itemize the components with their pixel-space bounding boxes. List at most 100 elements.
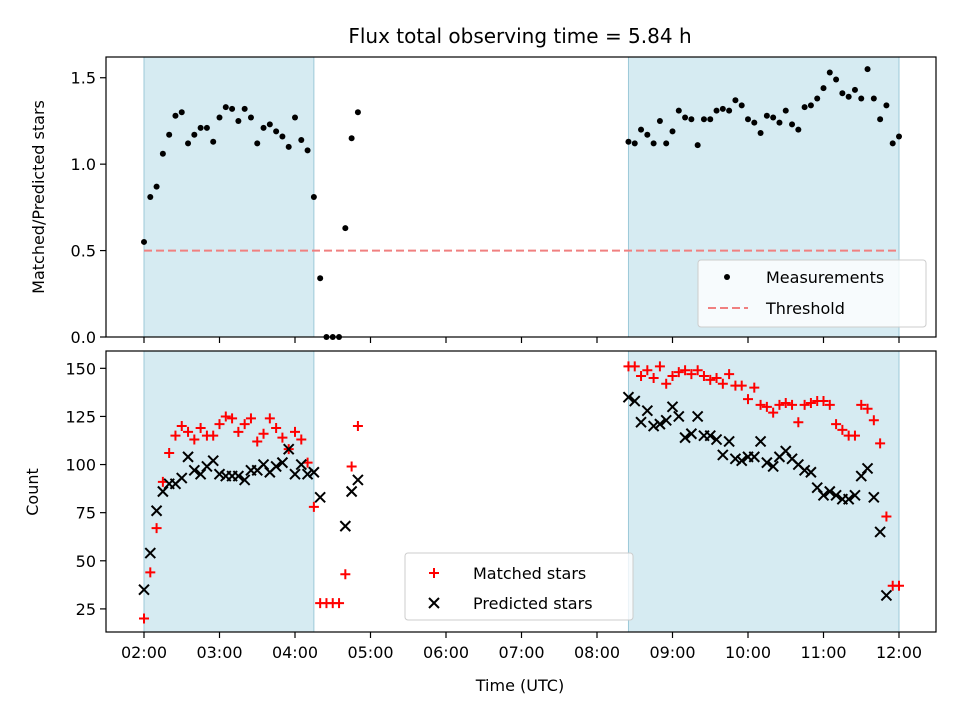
measurement-point [833, 76, 840, 83]
matched-stars-point [170, 430, 181, 441]
matched-stars-point [831, 419, 842, 430]
bottom-y-tick-label: 25 [76, 600, 96, 619]
bottom-shaded-interval-0 [143, 350, 315, 633]
x-tick-label: 04:00 [272, 643, 318, 662]
measurement-point [317, 275, 324, 282]
bottom-y-tick-label: 75 [76, 504, 96, 523]
matched-stars-point [340, 569, 351, 580]
predicted-stars-point [270, 460, 282, 473]
measurement-point [222, 104, 229, 111]
matched-stars-point [787, 399, 798, 410]
measurement-point [757, 130, 764, 137]
top-y-tick-label: 0.5 [71, 242, 96, 261]
measurement-point [260, 124, 267, 131]
measurement-point [883, 102, 890, 109]
predicted-stars-point [635, 416, 647, 428]
predicted-stars-point [761, 456, 773, 469]
predicted-stars-point [339, 520, 352, 532]
measurement-point [669, 128, 676, 135]
x-tick-label: 07:00 [498, 643, 544, 662]
matched-stars-point [761, 401, 772, 412]
measurement-point [625, 138, 632, 145]
measurement-point [166, 131, 173, 138]
measurement-point [285, 143, 292, 150]
predicted-stars-point [805, 466, 817, 478]
matched-stars-point [875, 438, 886, 449]
matched-stars-point [705, 374, 716, 385]
bottom-y-tick-label: 125 [65, 407, 96, 426]
x-axis-label: Time (UTC) [475, 676, 564, 695]
predicted-stars-point [673, 410, 685, 423]
predicted-stars-point [660, 414, 672, 426]
matched-stars-point [239, 419, 250, 430]
matched-stars-point [749, 382, 760, 393]
matched-stars-point [183, 426, 194, 437]
bottom-shaded-interval-1 [627, 350, 900, 633]
measurement-point [776, 119, 783, 126]
predicted-stars-point [842, 493, 855, 505]
measurement-point [820, 85, 827, 92]
matched-stars-point [736, 380, 747, 391]
matched-stars-point [862, 403, 873, 414]
matched-stars-point [308, 501, 319, 512]
predicted-stars-point [308, 466, 320, 478]
matched-stars-point [290, 426, 300, 437]
predicted-stars-point [685, 428, 698, 440]
predicted-stars-point [729, 453, 742, 465]
measurement-point [644, 131, 651, 138]
x-tick-label: 06:00 [423, 643, 469, 662]
predicted-stars-point [207, 454, 219, 467]
measurement-point [726, 107, 733, 114]
measurement-point [663, 140, 670, 147]
matched-stars-point [724, 369, 735, 380]
bottom-y-tick-label: 100 [65, 456, 96, 475]
predicted-stars-point [830, 489, 842, 502]
top-y-tick-label: 1.0 [71, 155, 96, 174]
matched-stars-point [189, 434, 200, 445]
measurement-point [889, 140, 896, 147]
measurement-point [247, 114, 254, 121]
matched-stars-point [227, 413, 238, 424]
measurement-point [738, 102, 745, 109]
matched-stars-point [245, 413, 256, 424]
measurement-point [304, 147, 311, 154]
predicted-stars-point [710, 433, 723, 446]
matched-stars-point [346, 461, 357, 472]
predicted-stars-point [868, 491, 880, 503]
measurement-point [763, 112, 770, 119]
matched-stars-point [849, 430, 860, 441]
predicted-stars-point [679, 431, 691, 444]
matched-stars-point [277, 432, 288, 443]
legend-measurements-label: Measurements [766, 268, 884, 287]
top-shaded-interval-0 [143, 56, 315, 338]
predicted-stars-point [647, 420, 660, 432]
matched-stars-point [818, 396, 829, 407]
predicted-stars-point [622, 391, 635, 403]
measurement-point [141, 238, 147, 245]
measurement-point [814, 95, 821, 102]
bottom-panel: 25 50 75 100 125 150 02:00 03:00 04:00 05:00 06:00… [65, 350, 937, 662]
matched-stars-point [774, 399, 785, 410]
measurement-point [153, 183, 160, 190]
matched-stars-point [214, 419, 225, 430]
measurement-point [858, 95, 865, 102]
matched-stars-point [271, 422, 282, 433]
top-legend: Measurements Threshold [697, 259, 927, 328]
measurement-point [707, 116, 714, 123]
legend-measurement-marker [724, 274, 730, 280]
measurement-point [159, 150, 166, 157]
measurement-point [801, 104, 808, 111]
predicted-stars-point [723, 435, 735, 448]
measurement-point [229, 105, 236, 112]
predicted-stars-point [301, 468, 314, 480]
predicted-stars-point [704, 429, 716, 442]
measurement-point [688, 116, 695, 123]
measurement-point [348, 135, 355, 142]
measurement-point [241, 105, 248, 112]
predicted-stars-point [238, 474, 251, 486]
measurement-point [770, 114, 777, 121]
top-y-axis-label: Matched/Predicted stars [29, 100, 48, 294]
legend-matched-label: Matched stars [473, 564, 586, 583]
legend-predicted-label: Predicted stars [473, 594, 593, 613]
legend-predicted-marker [428, 597, 440, 609]
